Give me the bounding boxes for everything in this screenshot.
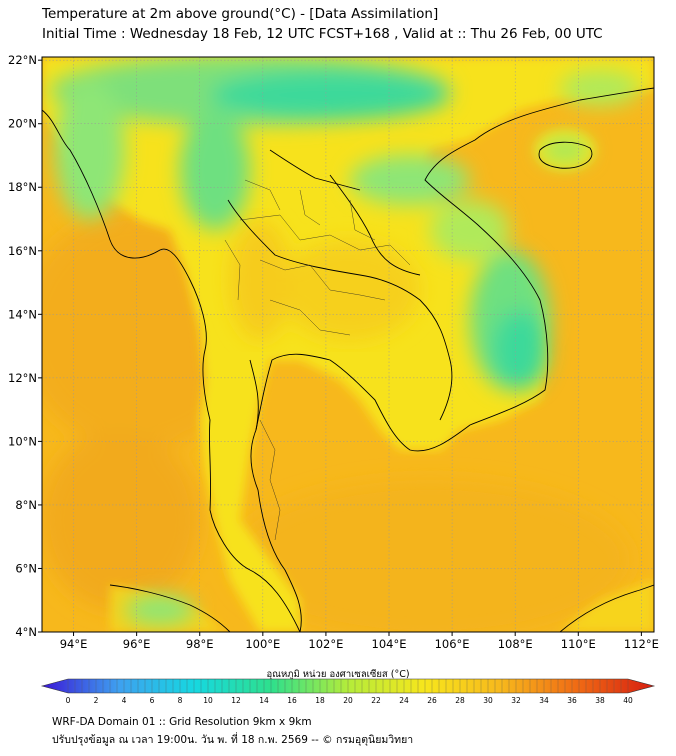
province-borders xyxy=(224,179,411,541)
cool-zones xyxy=(50,57,640,625)
latitude-axis: 22°N 20°N 18°N 16°N 14°N 12°N 10°N 8°N 6°N 4°N xyxy=(8,53,42,639)
lon-tick-label: 110°E xyxy=(561,637,596,651)
lat-tick-label: 20°N xyxy=(8,117,37,131)
lat-tick-label: 22°N xyxy=(8,53,37,67)
colorbar-tick-label: 38 xyxy=(595,696,605,705)
colorbar-tick-label: 26 xyxy=(427,696,437,705)
colorbar-tick-label: 14 xyxy=(259,696,269,705)
lat-tick-label: 10°N xyxy=(8,434,37,448)
lat-tick-label: 18°N xyxy=(8,180,37,194)
lon-tick-label: 104°E xyxy=(372,637,407,651)
chart-title: Temperature at 2m above ground(°C) - [Da… xyxy=(42,6,439,22)
chart-subtitle: Initial Time : Wednesday 18 Feb, 12 UTC … xyxy=(42,26,603,42)
colorbar-tick-label: 0 xyxy=(66,696,71,705)
lat-tick-label: 16°N xyxy=(8,244,37,258)
colorbar-tick-label: 34 xyxy=(539,696,549,705)
lon-tick-label: 102°E xyxy=(308,637,343,651)
colorbar-tick-label: 40 xyxy=(623,696,633,705)
lon-tick-label: 98°E xyxy=(186,637,214,651)
colorbar-tick-label: 24 xyxy=(399,696,409,705)
coastlines xyxy=(42,87,654,632)
lat-tick-label: 14°N xyxy=(8,307,37,321)
colorbar-tick-label: 10 xyxy=(203,696,213,705)
colorbar-tick-label: 28 xyxy=(455,696,465,705)
temperature-map: 94°E 96°E 98°E 100°E 102°E 104°E 106°E 108°E 110… xyxy=(8,53,659,651)
colorbar-tick-label: 16 xyxy=(287,696,297,705)
lat-tick-label: 4°N xyxy=(15,625,37,639)
colorbar-tick-label: 6 xyxy=(150,696,155,705)
colorbar-tick-label: 12 xyxy=(231,696,241,705)
colorbar-tick-label: 2 xyxy=(94,696,99,705)
lon-tick-label: 94°E xyxy=(60,637,88,651)
colorbar-tick-label: 32 xyxy=(511,696,521,705)
colorbar-tick-label: 20 xyxy=(343,696,353,705)
colorbar-tick-label: 36 xyxy=(567,696,577,705)
map-frame xyxy=(41,56,655,633)
lat-tick-label: 12°N xyxy=(8,371,37,385)
lon-tick-label: 112°E xyxy=(624,637,659,651)
lat-tick-label: 8°N xyxy=(15,498,37,512)
colorbar-tick-label: 4 xyxy=(122,696,127,705)
colorbar-label: อุณหภูมิ หน่วย องศาเซลเซียส (°C) xyxy=(266,669,410,680)
colorbar-tick-label: 18 xyxy=(315,696,325,705)
footer-update: ปรับปรุงข้อมูล ณ เวลา 19:00น. วัน พ. ที่… xyxy=(52,734,414,746)
longitude-axis: 94°E 96°E 98°E 100°E 102°E 104°E 106°E 108°E 110… xyxy=(60,632,659,651)
lon-tick-label: 100°E xyxy=(245,637,280,651)
lon-tick-label: 106°E xyxy=(435,637,470,651)
lon-tick-label: 108°E xyxy=(498,637,533,651)
colorbar-tick-label: 30 xyxy=(483,696,493,705)
footer-domain: WRF-DA Domain 01 :: Grid Resolution 9km … xyxy=(52,716,312,728)
colorbar-tick-label: 22 xyxy=(371,696,381,705)
lat-tick-label: 6°N xyxy=(15,561,37,575)
colorbar-tick-label: 8 xyxy=(178,696,183,705)
lon-tick-label: 96°E xyxy=(123,637,151,651)
